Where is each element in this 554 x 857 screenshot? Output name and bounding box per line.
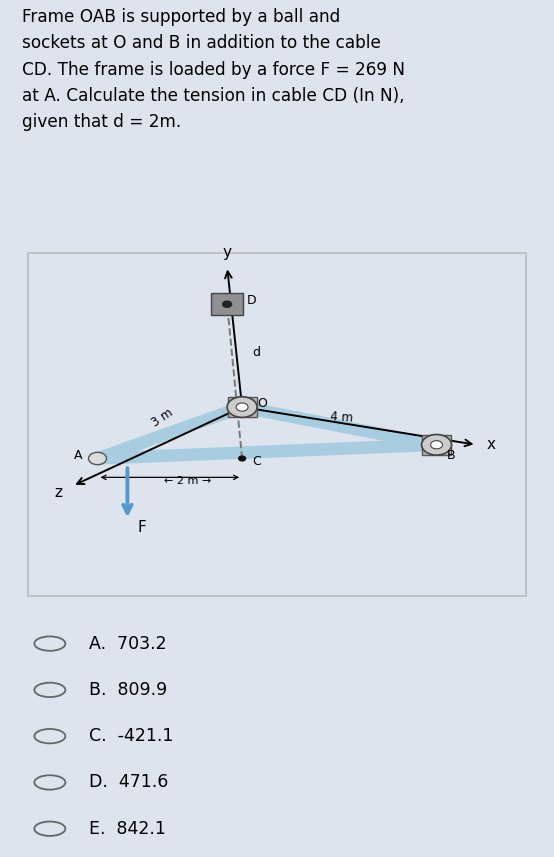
Text: 3 m: 3 m [150, 405, 175, 429]
FancyBboxPatch shape [211, 293, 243, 315]
Text: z: z [55, 485, 63, 500]
Text: 4 m: 4 m [330, 411, 353, 424]
Circle shape [239, 456, 245, 461]
Text: E.  842.1: E. 842.1 [89, 819, 166, 838]
FancyBboxPatch shape [228, 397, 257, 417]
Text: D: D [247, 294, 257, 308]
Text: y: y [223, 244, 232, 260]
Text: B: B [447, 448, 455, 462]
Circle shape [89, 452, 106, 464]
Circle shape [422, 434, 452, 455]
Text: x: x [486, 437, 495, 452]
Text: A: A [74, 448, 83, 462]
Text: C.  -421.1: C. -421.1 [89, 727, 173, 746]
Text: Frame OAB is supported by a ball and
sockets at O and B in addition to the cable: Frame OAB is supported by a ball and soc… [22, 8, 405, 131]
Text: d: d [252, 345, 260, 359]
Text: ← 2 m →: ← 2 m → [163, 476, 211, 486]
Circle shape [430, 440, 443, 449]
Circle shape [223, 301, 232, 308]
Text: O: O [257, 397, 267, 411]
FancyBboxPatch shape [422, 434, 451, 455]
Circle shape [227, 397, 257, 417]
Circle shape [236, 403, 248, 411]
Text: D.  471.6: D. 471.6 [89, 773, 168, 792]
Text: F: F [137, 519, 146, 535]
Text: B.  809.9: B. 809.9 [89, 680, 167, 699]
Text: A.  703.2: A. 703.2 [89, 634, 166, 653]
Text: C: C [252, 455, 261, 469]
